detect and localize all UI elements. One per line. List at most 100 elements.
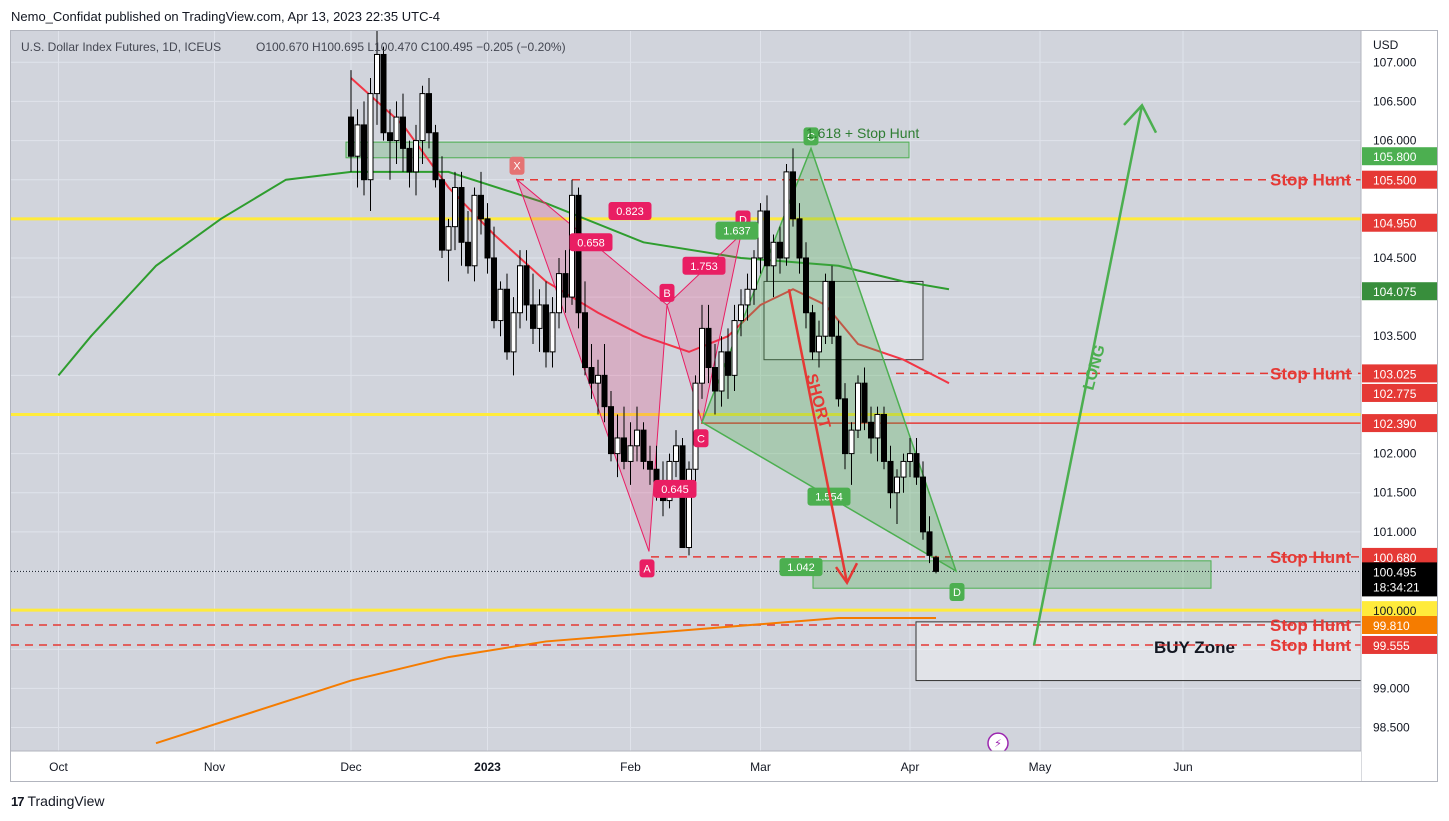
candle <box>523 250 530 321</box>
candle-body <box>517 265 523 314</box>
candle <box>497 281 504 337</box>
green-point-d-label: D <box>953 587 961 599</box>
ratio-1042: 1.042 <box>787 562 815 574</box>
candle-body <box>491 257 497 322</box>
point-a-label-bg <box>639 559 655 578</box>
candle-body <box>803 257 809 314</box>
candle-body <box>497 288 504 322</box>
candle-body <box>933 557 939 572</box>
candle-body <box>783 171 790 259</box>
time-tick-label: Apr <box>901 760 920 774</box>
time-tick-label: Mar <box>750 760 771 774</box>
candle <box>380 46 387 141</box>
candle-body <box>809 312 816 353</box>
candle-body <box>445 226 452 251</box>
candle-body <box>751 257 757 290</box>
target-zone <box>812 560 1212 589</box>
stop-hunt-label: Stop Hunt <box>1270 616 1352 635</box>
short-arrow <box>787 289 849 583</box>
price-label: 105.500 <box>1373 174 1417 188</box>
price-label: 102.390 <box>1373 417 1417 431</box>
candle <box>913 437 920 485</box>
candle-body <box>361 124 367 181</box>
candle-body <box>549 312 556 353</box>
candle <box>387 109 393 180</box>
candle <box>588 344 595 399</box>
candle <box>361 101 367 196</box>
candle <box>517 250 523 329</box>
candle-body <box>400 116 406 149</box>
point-b-label: B <box>663 288 670 300</box>
price-label-bg <box>1362 213 1437 232</box>
candle-body <box>595 374 601 384</box>
moving-average-line <box>155 616 936 745</box>
candle-body <box>907 453 913 462</box>
candle-body <box>686 468 692 549</box>
candle-body <box>543 304 549 353</box>
long-arrow <box>1032 105 1144 646</box>
green-point-c-label-bg <box>803 127 819 146</box>
candle <box>861 367 868 431</box>
time-tick-label: Jun <box>1173 760 1192 774</box>
tradingview-logo[interactable]: 17 TradingView <box>11 793 105 809</box>
candle-body <box>562 273 569 298</box>
candle <box>887 445 894 509</box>
candle-body <box>452 187 458 228</box>
point-d-label: D <box>739 214 747 226</box>
point-b-label-bg <box>659 283 675 302</box>
candle <box>367 77 374 211</box>
candle-body <box>367 93 374 181</box>
candle-body <box>861 382 868 423</box>
candle-body <box>790 171 796 220</box>
candle-body <box>393 116 400 142</box>
candle-body <box>712 367 718 392</box>
price-label-bg <box>1362 147 1437 166</box>
candle-body <box>588 367 595 384</box>
candle-body <box>634 429 640 447</box>
candle-body <box>757 210 764 259</box>
candle-body <box>465 241 471 267</box>
candle <box>439 156 445 258</box>
candle <box>673 430 679 478</box>
candle-body <box>777 241 783 259</box>
ratio-1753: 1.753 <box>690 261 718 273</box>
candle-body <box>744 288 751 306</box>
lightning-glyph: ⚡ <box>994 738 1002 750</box>
chart-area[interactable]: BUY Zone Stop Hunt Stop Hunt Stop Hunt Stop… <box>10 30 1438 782</box>
candle-body <box>640 429 647 462</box>
candle <box>894 469 900 525</box>
candle-body <box>426 93 432 134</box>
candle <box>595 359 601 415</box>
price-label: 103.025 <box>1373 367 1417 381</box>
price-label-bg <box>1362 170 1437 189</box>
ratio-0658: 0.658 <box>577 237 605 249</box>
price-label-bg <box>1362 547 1437 566</box>
candle <box>627 422 634 485</box>
annotations: XABCDCD0.8230.6581.7531.6370.6451.5541.0… <box>509 103 1158 754</box>
time-tick-label: Feb <box>620 760 641 774</box>
price-label-bg <box>1362 364 1437 383</box>
candle <box>510 297 517 376</box>
candle <box>738 289 744 337</box>
candle <box>744 273 751 321</box>
candle <box>783 164 790 266</box>
candle-body <box>374 53 380 95</box>
candle-body <box>881 413 887 462</box>
time-tick-label: Nov <box>204 760 225 774</box>
candle <box>881 406 887 470</box>
candle-body <box>614 437 621 455</box>
legend: U.S. Dollar Index Futures, 1D, ICEUS O10… <box>21 40 566 54</box>
candle <box>465 211 471 274</box>
point-x-label: X <box>513 161 521 173</box>
candle <box>874 406 881 462</box>
candle-body <box>894 476 900 494</box>
candle <box>796 203 803 274</box>
candle-body <box>842 398 848 455</box>
candle <box>848 422 855 485</box>
candle <box>426 77 432 149</box>
candle-body <box>484 218 491 259</box>
price-tick-label: 106.500 <box>1373 94 1417 108</box>
candle-body <box>692 382 699 470</box>
